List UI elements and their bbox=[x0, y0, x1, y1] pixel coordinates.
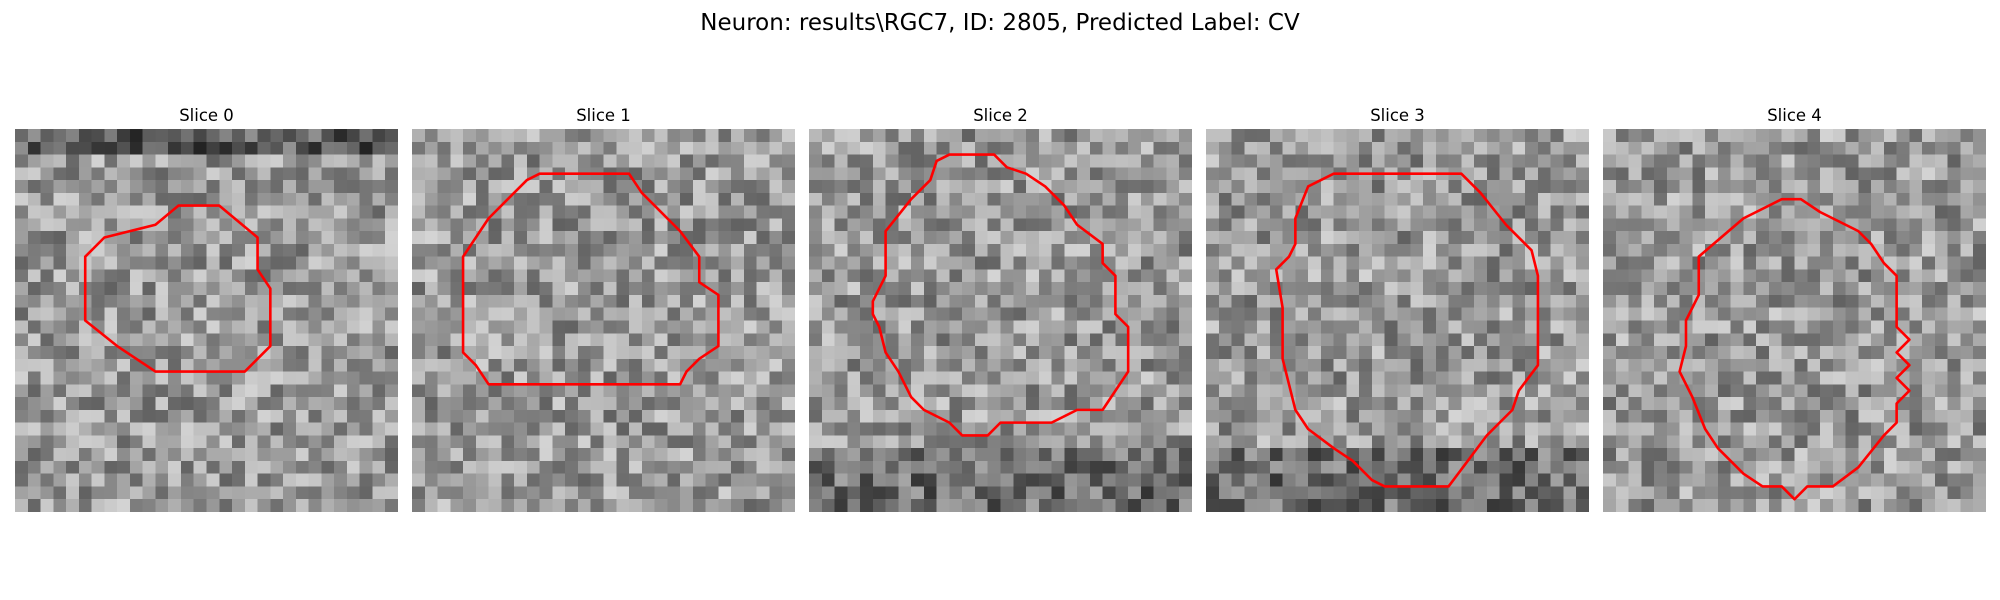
slice-title-1: Slice 1 bbox=[576, 106, 631, 125]
grayscale-pixel-grid bbox=[1603, 129, 1986, 512]
slice-title-3: Slice 3 bbox=[1370, 106, 1425, 125]
contour-overlay bbox=[412, 129, 795, 512]
slice-panel-3: Slice 3 bbox=[1206, 105, 1589, 512]
slice-image-2 bbox=[809, 129, 1192, 512]
grayscale-pixel-grid bbox=[412, 129, 795, 512]
slice-title-0: Slice 0 bbox=[179, 106, 234, 125]
slice-panel-2: Slice 2 bbox=[809, 105, 1192, 512]
figure-title: Neuron: results\RGC7, ID: 2805, Predicte… bbox=[700, 10, 1300, 36]
grayscale-pixel-grid bbox=[1206, 129, 1589, 512]
neuron-contour bbox=[85, 206, 270, 372]
grayscale-pixel-grid bbox=[809, 129, 1192, 512]
grayscale-pixel-grid bbox=[15, 129, 398, 512]
slice-panel-4: Slice 4 bbox=[1603, 105, 1986, 512]
neuron-contour bbox=[1276, 174, 1538, 487]
slice-image-3 bbox=[1206, 129, 1589, 512]
slice-title-2: Slice 2 bbox=[973, 106, 1028, 125]
slice-panel-1: Slice 1 bbox=[412, 105, 795, 512]
slice-panel-0: Slice 0 bbox=[15, 105, 398, 512]
slice-image-1 bbox=[412, 129, 795, 512]
slice-image-4 bbox=[1603, 129, 1986, 512]
neuron-contour bbox=[1680, 199, 1910, 499]
neuron-contour bbox=[463, 174, 718, 385]
contour-overlay bbox=[1603, 129, 1986, 512]
contour-overlay bbox=[809, 129, 1192, 512]
contour-overlay bbox=[15, 129, 398, 512]
slice-image-0 bbox=[15, 129, 398, 512]
neuron-contour bbox=[873, 155, 1128, 436]
slice-title-4: Slice 4 bbox=[1767, 106, 1822, 125]
contour-overlay bbox=[1206, 129, 1589, 512]
